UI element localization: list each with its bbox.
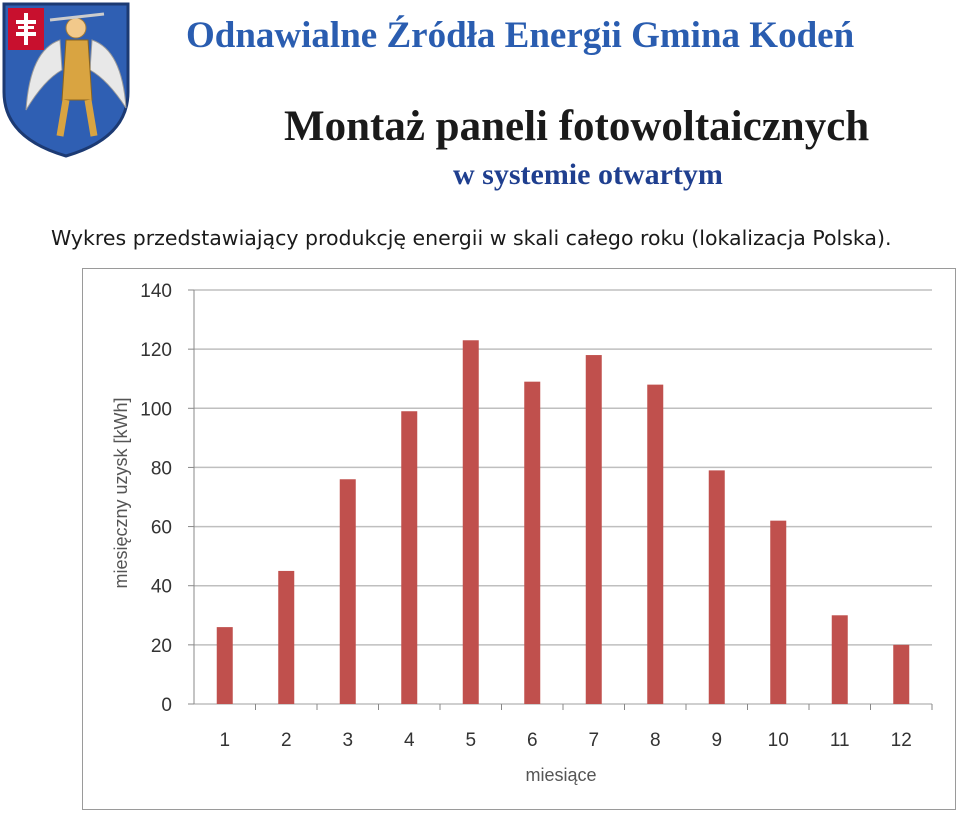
y-tick-label: 80 — [151, 458, 172, 479]
bar-month-3 — [339, 479, 356, 704]
x-tick-labels: 1 2 3 4 5 6 7 8 9 10 11 12 — [219, 730, 911, 751]
x-tick-label: 5 — [465, 730, 476, 751]
y-tick-label: 120 — [140, 340, 172, 361]
bar-month-6 — [524, 381, 541, 704]
bar-month-12 — [893, 644, 910, 704]
chart-frame — [82, 268, 956, 810]
bar-month-4 — [401, 411, 418, 704]
y-tick-label: 0 — [161, 695, 172, 716]
x-tick-label: 12 — [891, 730, 912, 751]
bar-month-11 — [831, 615, 848, 704]
x-tick-label: 7 — [588, 730, 599, 751]
y-tick-label: 40 — [151, 577, 172, 598]
y-axis-title: miesięczny uzysk [kWh] — [111, 397, 131, 588]
x-tick-label: 6 — [527, 730, 538, 751]
x-axis-title: miesiące — [525, 765, 596, 785]
x-tick-label: 11 — [830, 730, 850, 751]
x-tick-label: 3 — [342, 730, 353, 751]
coat-of-arms-logo — [2, 2, 130, 158]
x-tick-label: 10 — [768, 730, 789, 751]
gridlines — [188, 289, 932, 705]
page-subtitle: w systemie otwartym — [453, 158, 723, 191]
chart-caption: Wykres przedstawiający produkcję energii… — [51, 226, 892, 250]
bar-month-5 — [462, 340, 479, 704]
bar-month-10 — [770, 520, 787, 704]
bar-month-2 — [278, 570, 295, 704]
y-tick-labels: 0 20 40 60 80 100 120 140 — [140, 281, 172, 716]
x-tick-label: 2 — [281, 730, 292, 751]
organization-title: Odnawialne Źródła Energii Gmina Kodeń — [186, 15, 855, 56]
bar-month-8 — [647, 384, 664, 704]
page-title: Montaż paneli fotowoltaicznych — [284, 103, 870, 150]
y-tick-label: 140 — [140, 281, 172, 302]
x-tick-label: 9 — [711, 730, 722, 751]
bar-month-1 — [216, 627, 233, 704]
y-tick-label: 60 — [151, 518, 172, 539]
y-tick-label: 100 — [140, 399, 172, 420]
bar-month-9 — [708, 470, 725, 704]
x-tick-label: 4 — [404, 730, 415, 751]
y-tick-label: 20 — [151, 636, 172, 657]
bars — [216, 340, 933, 710]
bar-month-7 — [585, 355, 602, 704]
x-tick-label: 8 — [650, 730, 661, 751]
x-tick-label: 1 — [219, 730, 230, 751]
